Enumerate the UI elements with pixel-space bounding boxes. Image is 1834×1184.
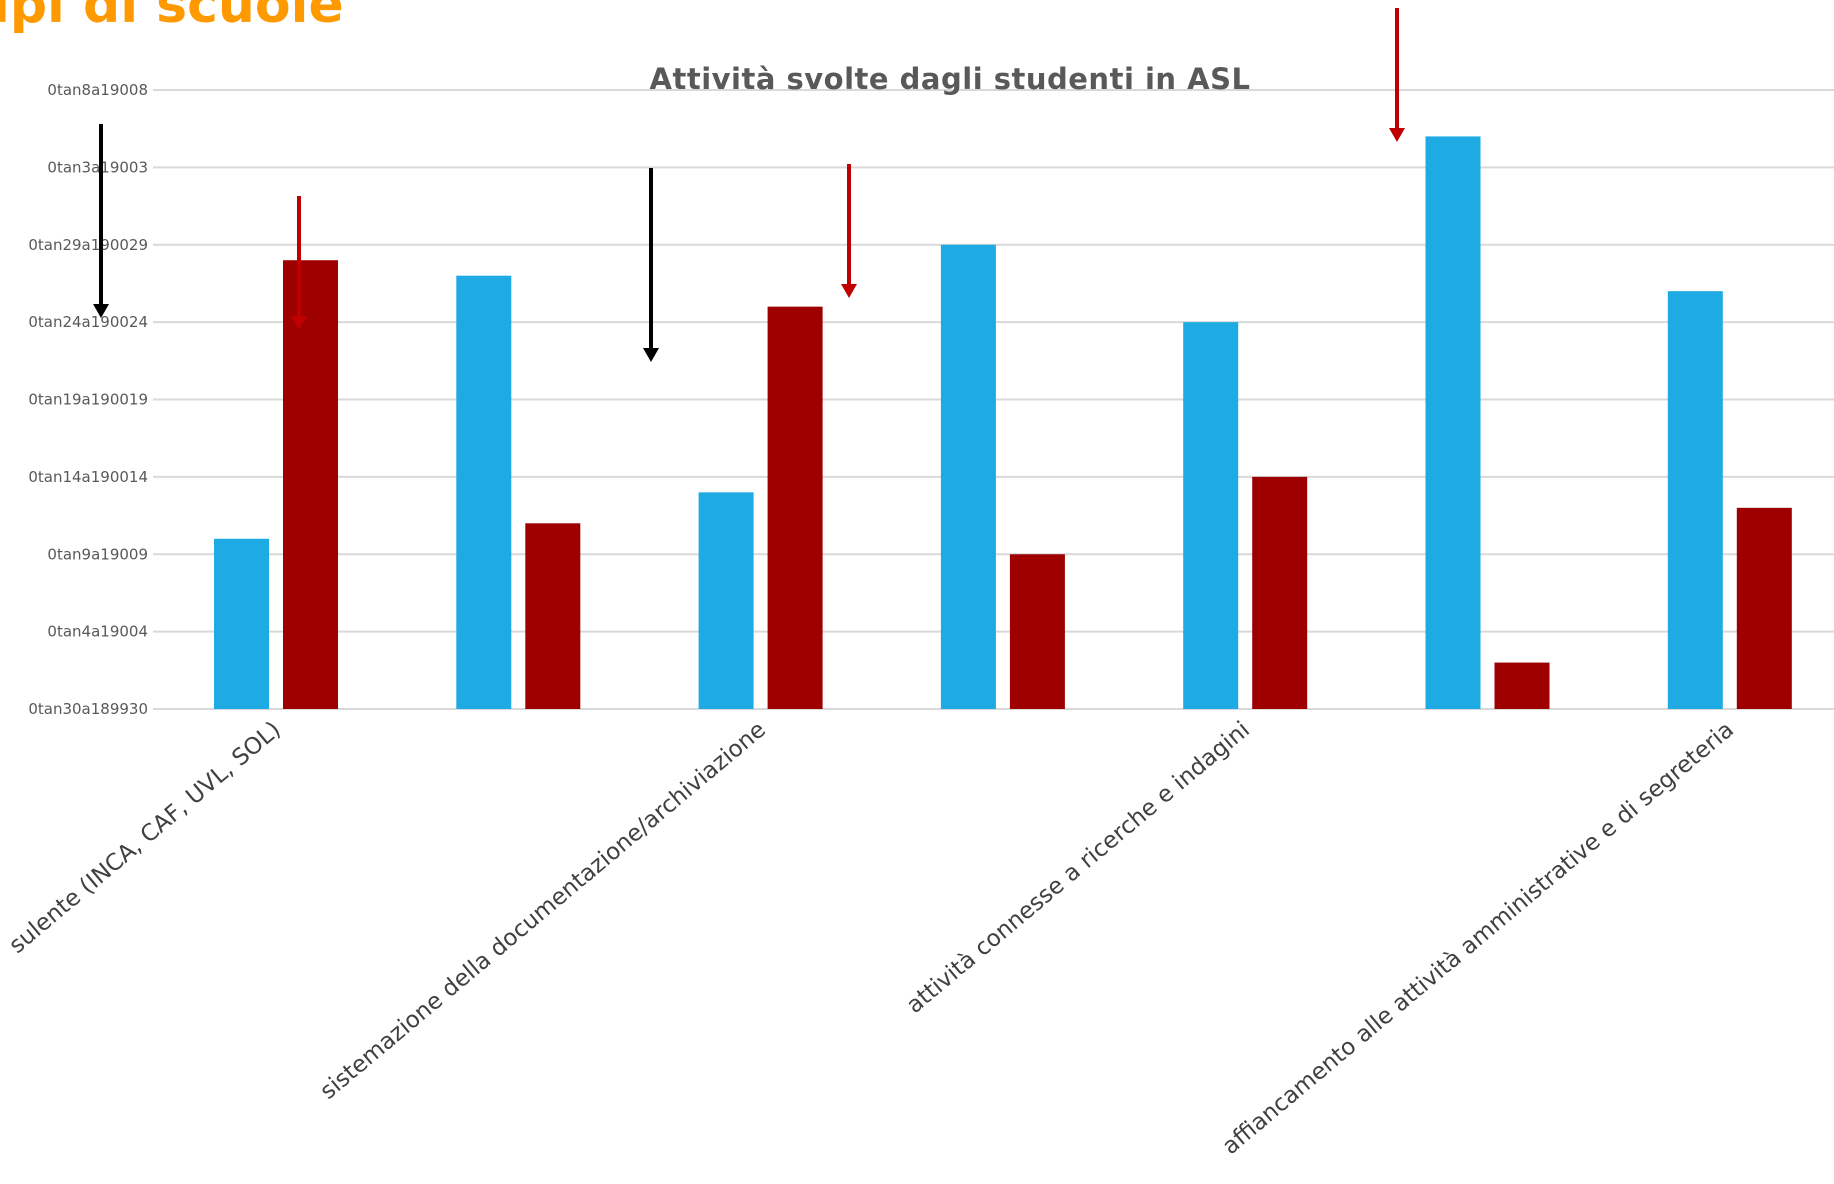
bar-series-2-group-4 — [1009, 554, 1065, 709]
bar-series-1-group-1 — [214, 538, 269, 709]
chart-title: Attività svolte dagli studenti in ASL — [650, 62, 1251, 96]
annotation-arrow — [841, 164, 857, 298]
y-tick-label: 0tan19a190019 — [28, 391, 148, 409]
y-tick-label: 0tan9a19009 — [47, 545, 148, 563]
bar-series-1-group-5 — [1183, 322, 1239, 709]
bar-series-1-group-2 — [456, 275, 512, 709]
bar-series-1-group-7 — [1667, 291, 1723, 709]
x-category-label: attività connesse a ricerche e indagini — [902, 717, 1255, 1019]
bar-series-2-group-2 — [525, 523, 581, 709]
y-tick-label: 0tan4a19004 — [47, 623, 148, 641]
arrow-head — [841, 284, 857, 298]
y-tick-label: 0tan3a19003 — [47, 158, 148, 176]
bar-series-2-group-6 — [1494, 662, 1550, 709]
y-tick-label: 0tan8a19008 — [47, 81, 148, 99]
bar-series-2-group-5 — [1252, 476, 1308, 709]
x-axis-category-labels: sulente (INCA, CAF, UVL, SOL) sistemazion… — [4, 717, 1739, 1160]
bar-series-2-group-7 — [1736, 507, 1792, 709]
bar-series-1-group-4 — [940, 244, 996, 709]
annotation-arrows — [93, 8, 1405, 362]
bar-series-2-group-3 — [767, 306, 823, 709]
slide-title: ipi di scuole — [0, 0, 344, 35]
arrow-head — [643, 348, 659, 362]
x-category-label: sistemazione della documentazione/archiv… — [315, 717, 770, 1105]
x-category-label: sulente (INCA, CAF, UVL, SOL) — [4, 717, 286, 959]
annotation-arrow — [93, 124, 109, 318]
y-tick-label: 0tan30a189930 — [28, 700, 148, 718]
bars — [214, 136, 1792, 710]
annotation-arrow — [643, 168, 659, 362]
bar-series-2-group-1 — [283, 260, 338, 709]
arrow-head — [1389, 128, 1405, 142]
y-tick-label: 0tan24a190024 — [28, 313, 148, 331]
y-tick-label: 0tan14a190014 — [28, 468, 148, 486]
annotation-arrow — [1389, 8, 1405, 142]
bar-series-1-group-3 — [698, 492, 754, 709]
x-category-label: affiancamento alle attività amministrati… — [1218, 717, 1739, 1160]
arrow-head — [93, 304, 109, 318]
bar-series-1-group-6 — [1425, 136, 1481, 710]
annotation-arrow — [291, 196, 307, 330]
y-tick-label: 0tan29a190029 — [28, 236, 148, 254]
arrow-head — [291, 316, 307, 330]
y-axis-tick-labels: 0tan30a189930 0tan4a19004 0tan9a19009 0tan1… — [28, 81, 148, 718]
